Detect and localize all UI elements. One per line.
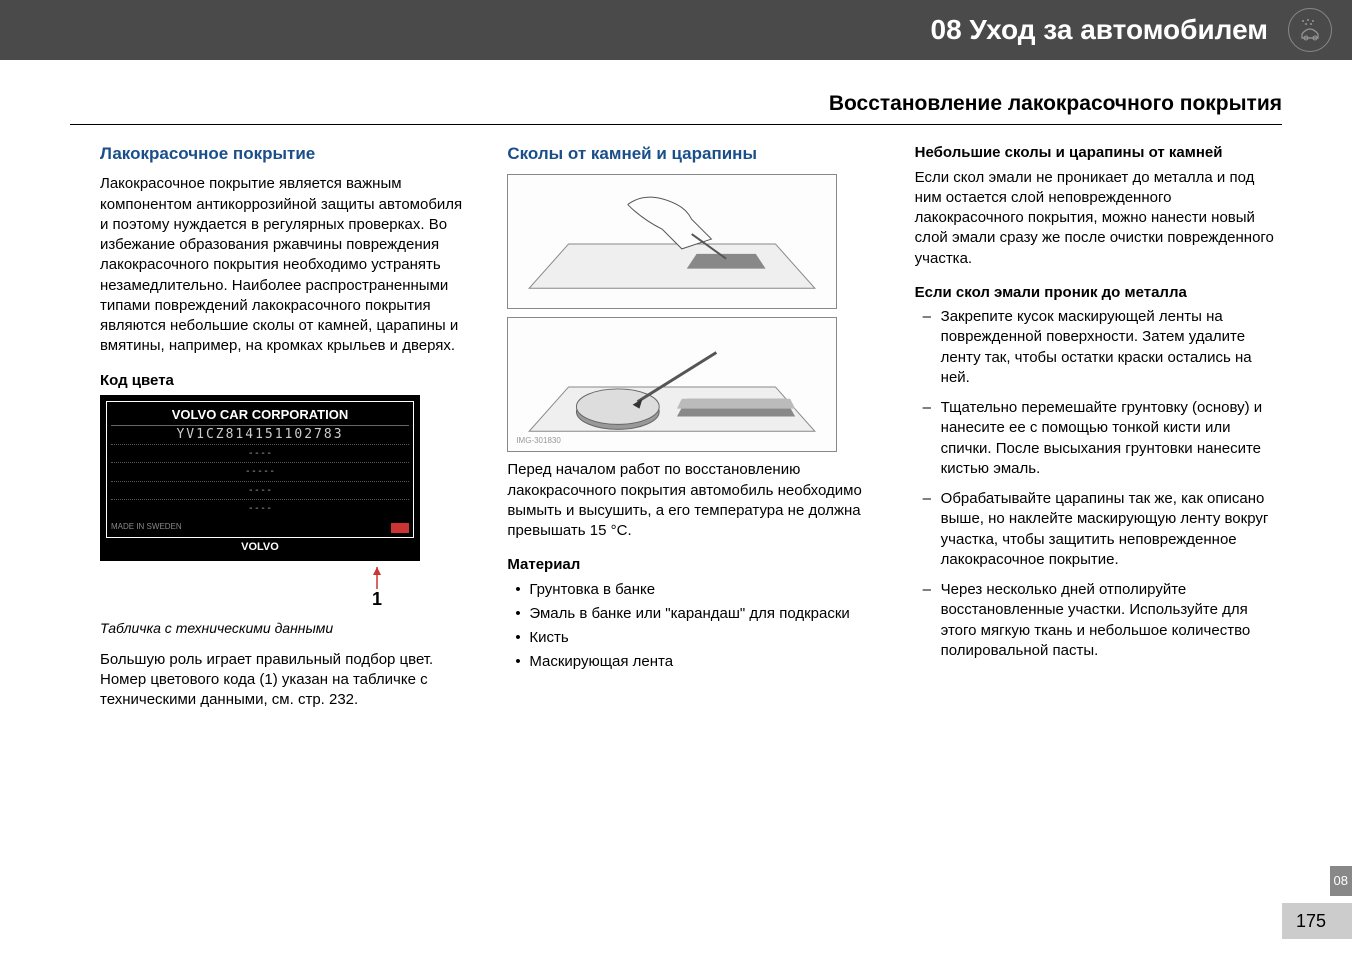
list-item: Грунтовка в банке (511, 580, 874, 600)
plate-title: VOLVO CAR CORPORATION (111, 406, 409, 427)
plate-vin: YV1CZ814151102783 (111, 426, 409, 444)
image-label: IMG-301830 (516, 436, 560, 447)
list-item: Кисть (511, 628, 874, 648)
section-title: Восстановление лакокрасочного покрытия (829, 92, 1282, 115)
col1-heading: Лакокрасочное покрытие (100, 143, 467, 166)
list-item: Обрабатывайте царапины так же, как описа… (919, 489, 1282, 570)
col1-p2: Большую роль играет правильный подбор цв… (100, 650, 467, 711)
col2-p1: Перед началом работ по восстановлению ла… (507, 460, 874, 541)
materials-list: Грунтовка в банке Эмаль в банке или "кар… (507, 580, 874, 673)
col3-p1: Если скол эмали не проникает до металла … (915, 168, 1282, 269)
page-content: Лакокрасочное покрытие Лакокрасочное пок… (0, 125, 1352, 720)
col1-intro: Лакокрасочное покрытие является важным к… (100, 174, 467, 356)
illustration-tape (507, 174, 837, 309)
plate-caption: Табличка с техническими данными (100, 619, 467, 638)
carwash-icon (1288, 8, 1332, 52)
list-item: Эмаль в банке или "карандаш" для подкрас… (511, 604, 874, 624)
list-item: Через несколько дней отполируйте восстан… (919, 580, 1282, 661)
plate-footer: VOLVO (106, 540, 414, 555)
plate-marker-arrow: 1 (100, 561, 467, 613)
column-1: Лакокрасочное покрытие Лакокрасочное пок… (100, 143, 467, 720)
section-header: Восстановление лакокрасочного покрытия (70, 90, 1282, 125)
page-number: 175 (1282, 903, 1352, 939)
col1-subheading: Код цвета (100, 371, 467, 391)
col3-heading: Небольшие сколы и царапины от камней (915, 143, 1282, 163)
side-chapter-tab: 08 (1330, 866, 1352, 896)
chapter-header: 08 Уход за автомобилем (0, 0, 1352, 60)
list-item: Маскирующая лента (511, 652, 874, 672)
list-item: Закрепите кусок маскирующей ленты на пов… (919, 307, 1282, 388)
column-3: Небольшие сколы и царапины от камней Есл… (915, 143, 1282, 720)
col3-subheading: Если скол эмали проник до металла (915, 283, 1282, 303)
col2-heading: Сколы от камней и царапины (507, 143, 874, 166)
illustration-brush: IMG-301830 (507, 317, 837, 452)
plate-marker-number: 1 (372, 589, 382, 607)
steps-list: Закрепите кусок маскирующей ленты на пов… (915, 307, 1282, 661)
data-plate-image: VOLVO CAR CORPORATION YV1CZ814151102783 … (100, 395, 420, 561)
chapter-title: 08 Уход за автомобилем (931, 11, 1269, 49)
list-item: Тщательно перемешайте грунтовку (основу)… (919, 398, 1282, 479)
column-2: Сколы от камней и царапины IMG-301830 Пе (507, 143, 874, 720)
col2-subheading: Материал (507, 555, 874, 575)
